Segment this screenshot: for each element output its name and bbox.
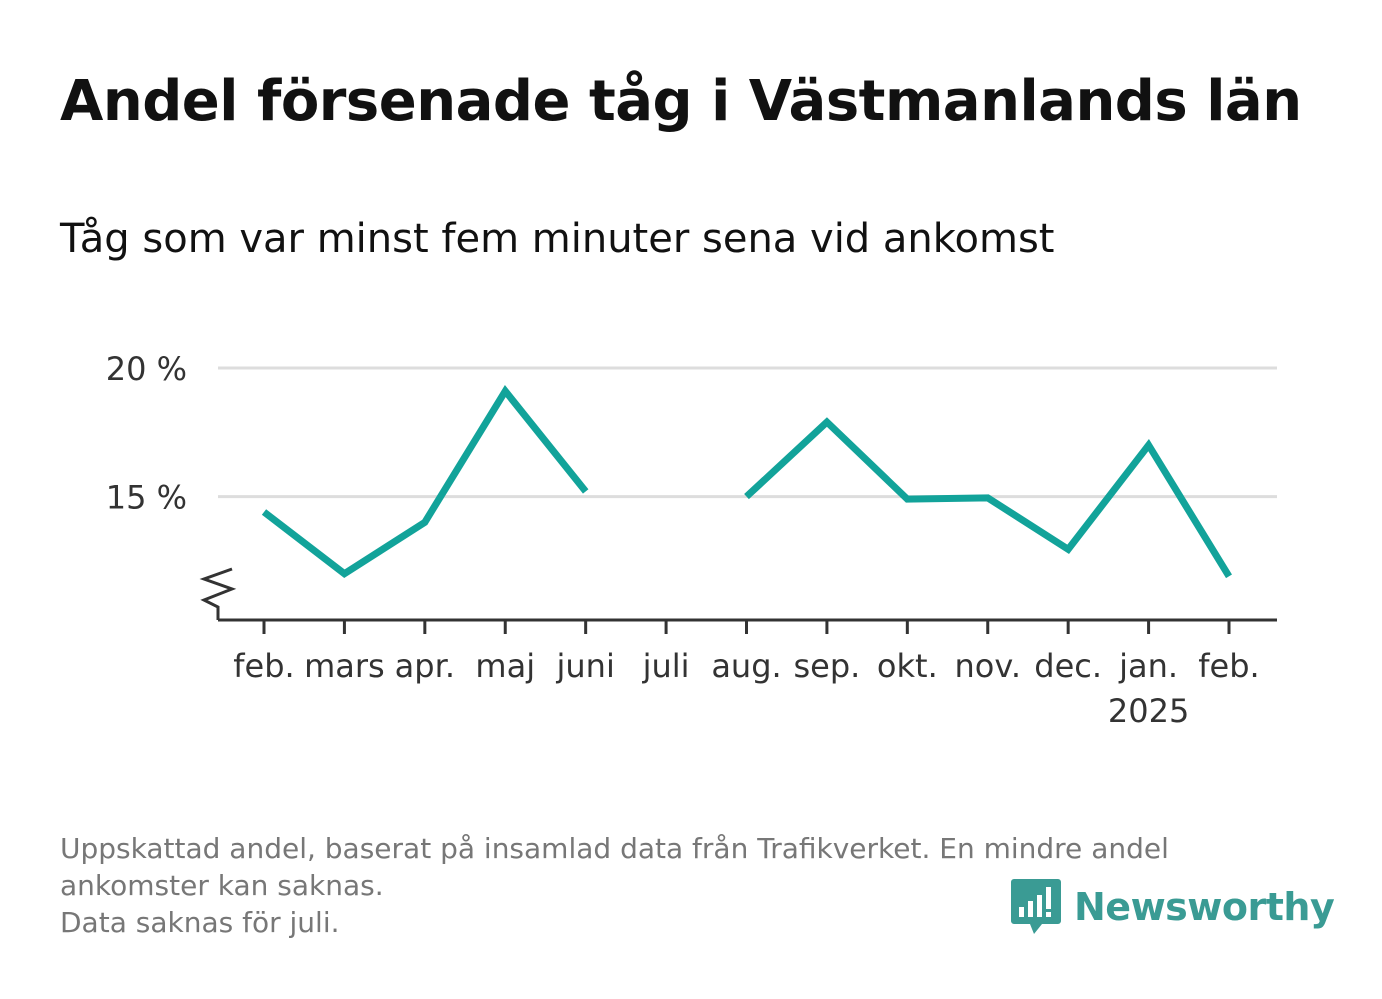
brand-name: Newsworthy — [1074, 885, 1335, 929]
x-tick-label: dec. — [1034, 647, 1102, 685]
footnote-line-2: ankomster kan saknas. — [60, 869, 384, 902]
x-tick-label: maj — [475, 647, 535, 685]
x-tick-label: feb. — [233, 647, 294, 685]
x-tick-label: jan. — [1118, 647, 1178, 685]
y-tick-label: 15 % — [106, 479, 187, 517]
series-line-segment — [261, 385, 589, 578]
y-tick-label: 20 % — [106, 350, 187, 388]
footnote-line-1: Uppskattad andel, baserat på insamlad da… — [60, 832, 1169, 865]
bar-chart-speech-bubble-icon — [1011, 879, 1061, 934]
x-tick-label: juli — [642, 647, 690, 685]
x-tick-sublabel: 2025 — [1108, 692, 1189, 730]
x-axis-labels: feb. mars apr. maj juni juli aug. sep. okt. nov. d… — [233, 620, 1260, 730]
gridlines — [218, 366, 1277, 499]
footnote: Uppskattad andel, baserat på insamlad da… — [60, 830, 1320, 941]
x-tick-label: aug. — [711, 647, 781, 685]
x-tick-label: mars — [304, 647, 385, 685]
y-axis-labels: 15 % 20 % — [106, 350, 187, 517]
chart-subtitle: Tåg som var minst fem minuter sena vid a… — [60, 216, 1055, 262]
x-tick-label: feb. — [1198, 647, 1259, 685]
x-tick-label: apr. — [395, 647, 455, 685]
chart-title: Andel försenade tåg i Västmanlands län — [60, 69, 1302, 134]
x-tick-label: okt. — [877, 647, 938, 685]
newsworthy-logo: Newsworthy — [1010, 877, 1335, 937]
series-line-segment — [744, 417, 1232, 579]
x-axis — [199, 567, 1277, 622]
series-line — [261, 385, 1232, 579]
x-tick-label: juni — [555, 647, 614, 685]
x-tick-label: sep. — [793, 647, 860, 685]
footnote-line-3: Data saknas för juli. — [60, 906, 340, 939]
y-axis-break-icon — [199, 567, 237, 620]
x-tick-label: nov. — [955, 647, 1021, 685]
